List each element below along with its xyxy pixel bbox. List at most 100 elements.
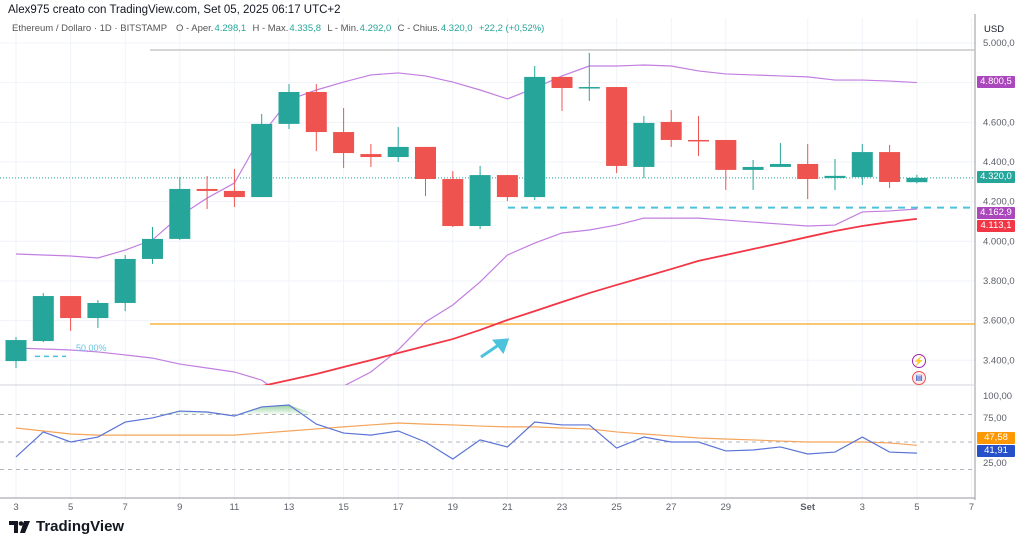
osc-tick-label: 100,00 xyxy=(983,391,1012,402)
open-label: O - Aper. xyxy=(175,23,214,34)
candle-body xyxy=(223,190,245,198)
us-flag-event-icon[interactable]: ▤ xyxy=(912,371,926,385)
rsi-ma-line xyxy=(15,422,917,446)
price-tag: 4.113,1 xyxy=(977,220,1015,232)
candle-body xyxy=(87,302,109,319)
candle xyxy=(742,159,764,190)
candle-body xyxy=(496,175,518,198)
price-tag: 4.320,0 xyxy=(977,171,1015,183)
time-tick-label: 13 xyxy=(284,502,295,513)
time-tick-label: 15 xyxy=(338,502,349,513)
candle-body xyxy=(633,122,655,167)
candle-body xyxy=(114,258,136,303)
price-tick-label: 4.600,0 xyxy=(983,117,1015,128)
candle-body xyxy=(715,139,737,170)
candle xyxy=(223,168,245,207)
time-tick-label: 3 xyxy=(860,502,865,513)
candle xyxy=(797,143,819,200)
candle-body xyxy=(278,91,300,124)
price-tick-label: 3.800,0 xyxy=(983,276,1015,287)
candle-body xyxy=(387,146,409,158)
candle xyxy=(906,174,928,184)
candle xyxy=(578,52,600,101)
tradingview-logo[interactable]: TradingView xyxy=(9,518,124,535)
overbought-fill xyxy=(16,405,917,415)
time-tick-label: 5 xyxy=(914,502,919,513)
low-label: L - Min. xyxy=(327,23,359,34)
candle xyxy=(32,293,54,343)
candle-body xyxy=(5,340,27,362)
candle xyxy=(251,113,273,198)
price-tick-label: 3.600,0 xyxy=(983,316,1015,327)
candle-body xyxy=(196,188,218,191)
candle xyxy=(606,87,628,174)
time-tick-label: 23 xyxy=(557,502,568,513)
candle xyxy=(278,84,300,130)
time-tick-label: 9 xyxy=(177,502,182,513)
price-tick-label: 3.400,0 xyxy=(983,355,1015,366)
candle-body xyxy=(469,175,491,227)
time-tick-label: 3 xyxy=(13,502,18,513)
candle-body xyxy=(551,76,573,89)
candle xyxy=(688,115,709,157)
candle-body xyxy=(142,238,163,259)
high-value: 4.335,8 xyxy=(289,23,322,34)
rsi-line xyxy=(15,404,917,460)
price-tag: 4.162,9 xyxy=(977,207,1015,219)
candle xyxy=(5,337,27,369)
candle-body xyxy=(824,175,846,179)
change-value: +22,2 (+0,52%) xyxy=(478,23,545,34)
candle xyxy=(114,254,136,312)
price-tick-label: 5.000,0 xyxy=(983,38,1015,49)
candle xyxy=(551,76,573,112)
candle-body xyxy=(688,139,709,142)
candle xyxy=(769,142,791,167)
open-value: 4.298,1 xyxy=(214,23,247,34)
bollinger-lower-band xyxy=(15,208,917,385)
price-tick-label: 4.200,0 xyxy=(983,197,1015,208)
candle-body xyxy=(251,123,273,198)
time-tick-label: 19 xyxy=(448,502,459,513)
time-tick-label: 11 xyxy=(229,502,239,513)
candle-body xyxy=(906,177,928,183)
candle xyxy=(142,227,163,264)
lightning-event-icon[interactable]: ⚡ xyxy=(912,354,926,368)
arrow-up-icon xyxy=(480,338,510,359)
price-tick-label: 4.000,0 xyxy=(983,236,1015,247)
close-label: C - Chius. xyxy=(397,23,440,34)
symbol-name[interactable]: Ethereum / Dollaro · 1D · BITSTAMP xyxy=(12,23,168,34)
candle-body xyxy=(442,179,464,227)
candle-body xyxy=(415,146,436,180)
candle xyxy=(169,177,191,240)
bollinger-upper-band xyxy=(15,64,917,259)
candle xyxy=(360,143,382,167)
candle xyxy=(442,171,464,228)
time-tick-label: 21 xyxy=(502,502,513,513)
candle-body xyxy=(32,296,54,342)
candle xyxy=(387,127,409,162)
candle xyxy=(333,108,355,168)
candle-body xyxy=(606,87,628,166)
candle xyxy=(851,143,873,185)
candle xyxy=(633,115,655,179)
candle-body xyxy=(660,121,682,140)
tradingview-logo-icon xyxy=(9,520,30,533)
candle xyxy=(660,110,682,147)
candle xyxy=(879,144,901,188)
currency-label[interactable]: USD xyxy=(984,24,1005,35)
candle-body xyxy=(742,166,764,170)
candle xyxy=(496,175,518,202)
candle xyxy=(715,139,737,190)
candle-body xyxy=(578,87,600,89)
time-tick-label: 25 xyxy=(611,502,622,513)
time-tick-label: 17 xyxy=(393,502,404,513)
osc-tick-label: 25,00 xyxy=(983,458,1007,469)
low-value: 4.292,0 xyxy=(359,23,392,34)
fib-level-label: 50,00% xyxy=(76,343,107,353)
candle xyxy=(305,84,327,152)
osc-tag: 47,58 xyxy=(977,432,1015,444)
tradingview-logo-text: TradingView xyxy=(36,518,125,535)
symbol-legend: Ethereum / Dollaro · 1D · BITSTAMP O - A… xyxy=(12,23,545,34)
candle-body xyxy=(879,152,901,183)
